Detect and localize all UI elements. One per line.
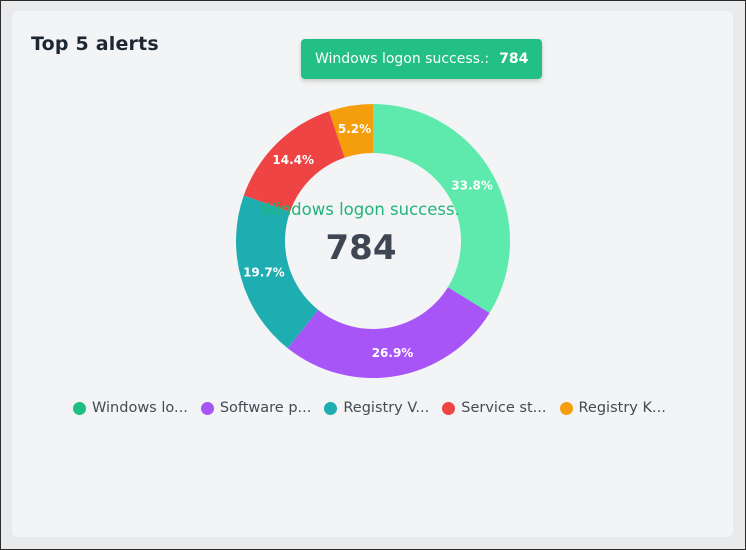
legend-item[interactable]: Registry K...	[559, 400, 666, 416]
chart-tooltip: Windows logon success.: 784	[301, 39, 543, 79]
donut-slice[interactable]	[373, 104, 510, 313]
center-value: 784	[325, 228, 397, 268]
legend-item[interactable]: Software p...	[200, 400, 312, 416]
donut-slice[interactable]	[329, 104, 373, 158]
legend-label: Service st...	[461, 400, 547, 416]
slice-percent-label: 14.4%	[272, 153, 314, 167]
legend-dot-icon	[324, 401, 338, 415]
tooltip-value: 784	[499, 51, 529, 67]
card-title: Top 5 alerts	[31, 33, 159, 55]
legend-item[interactable]: Service st...	[442, 400, 547, 416]
donut-slice[interactable]	[243, 111, 345, 212]
slice-percent-label: 33.8%	[451, 179, 493, 193]
chart-legend: Windows lo... Software p... Registry V... S…	[73, 400, 666, 416]
tooltip-label: Windows logon success.:	[315, 51, 490, 67]
legend-item[interactable]: Windows lo...	[73, 400, 188, 416]
legend-label: Windows lo...	[92, 400, 188, 416]
legend-label: Software p...	[219, 400, 312, 416]
slice-percent-label: 5.2%	[338, 122, 371, 136]
slice-percent-label: 26.9%	[372, 346, 414, 360]
legend-label: Registry K...	[578, 400, 666, 416]
legend-dot-icon	[200, 401, 214, 415]
alerts-card: Top 5 alerts	[12, 11, 733, 537]
legend-dot-icon	[559, 401, 573, 415]
center-label: Windows logon success.	[260, 200, 460, 219]
donut-slice[interactable]	[236, 195, 319, 349]
legend-dot-icon	[442, 401, 456, 415]
slice-percent-label: 19.7%	[243, 265, 285, 279]
legend-item[interactable]: Registry V...	[324, 400, 429, 416]
legend-label: Registry V...	[343, 400, 430, 416]
legend-dot-icon	[73, 401, 86, 415]
donut-slice[interactable]	[287, 287, 490, 378]
